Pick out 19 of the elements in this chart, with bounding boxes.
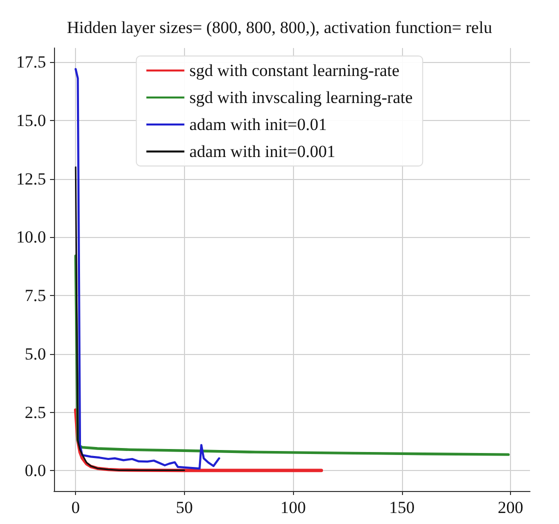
x-tick-label: 150	[389, 498, 415, 517]
y-tick-label: 15.0	[16, 110, 46, 130]
line-series	[74, 166, 186, 471]
y-tick-label: 2.5	[24, 402, 46, 422]
y-tick-label: 10.0	[16, 228, 46, 247]
chart-title: Hidden layer sizes= (800, 800, 800,), activation function= relu	[66, 18, 493, 37]
y-tick-label: 7.5	[24, 286, 46, 306]
y-tick-label: 0.0	[24, 461, 46, 480]
y-tick-label: 5.0	[24, 344, 46, 364]
y-tick-label: 17.5	[16, 52, 46, 72]
legend-label: sgd with invscaling learning-rate	[189, 88, 413, 107]
x-tick-label: 50	[176, 498, 193, 517]
y-tick-label: 12.5	[16, 169, 46, 188]
x-tick-label: 0	[71, 498, 80, 517]
legend-label: adam with init=0.001	[189, 142, 336, 161]
legend-label: sgd with constant learning-rate	[189, 61, 400, 80]
x-tick-label: 100	[280, 498, 306, 517]
legend-label: adam with init=0.01	[189, 115, 327, 134]
x-tick-label: 200	[498, 498, 524, 517]
